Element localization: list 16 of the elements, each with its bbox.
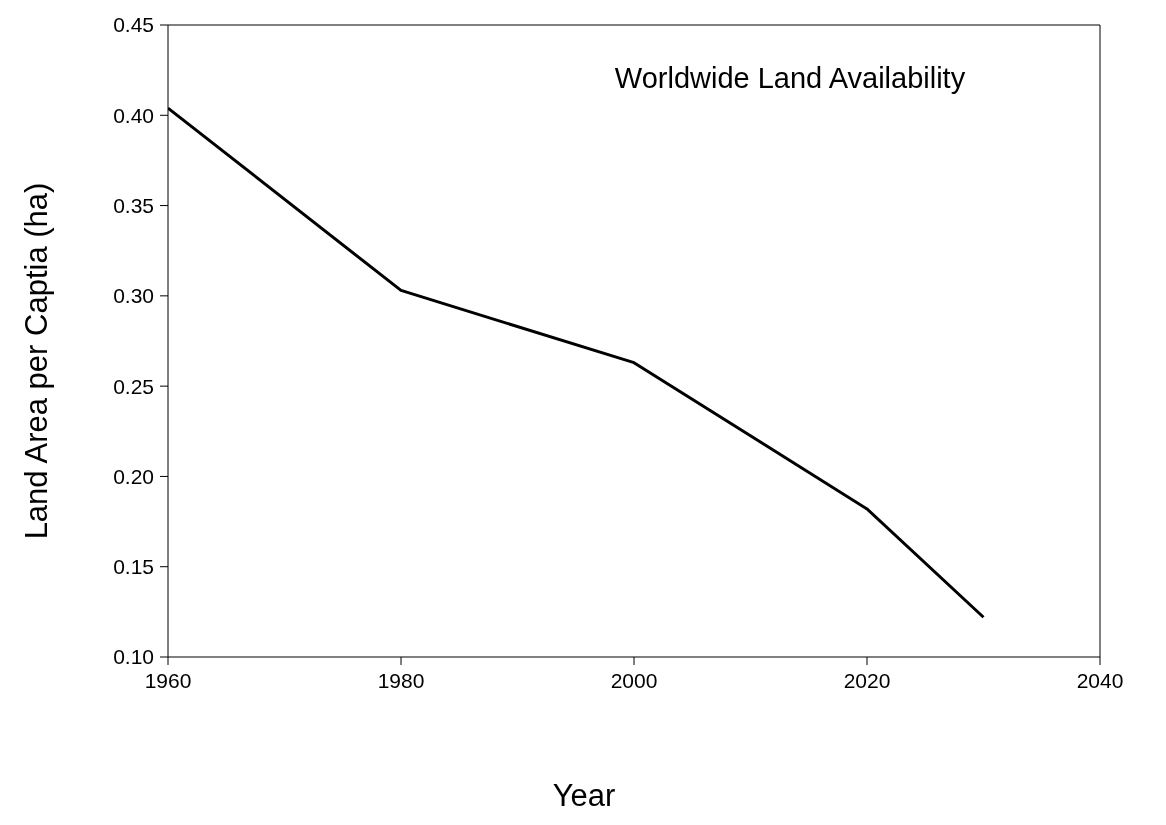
y-tick-label: 0.30	[113, 284, 154, 308]
x-tick-label: 1960	[144, 668, 192, 692]
y-tick-label: 0.40	[113, 103, 154, 127]
y-tick-label: 0.15	[113, 555, 154, 579]
y-tick-label: 0.45	[113, 13, 154, 37]
y-tick-label: 0.10	[113, 645, 154, 669]
x-tick-label: 2040	[1076, 668, 1124, 692]
y-tick-label: 0.25	[113, 374, 154, 398]
y-tick-label: 0.20	[113, 464, 154, 488]
x-tick-label: 2000	[610, 668, 658, 692]
text: Worldwide Land Availability	[613, 62, 967, 95]
y-axis-title: Land Area per Captia (ha)	[19, 182, 55, 540]
x-tick-label: 2020	[843, 668, 891, 692]
x-axis-title: Year	[551, 778, 617, 814]
x-tick-label: 1980	[377, 668, 425, 692]
y-tick-label: 0.35	[113, 194, 154, 218]
